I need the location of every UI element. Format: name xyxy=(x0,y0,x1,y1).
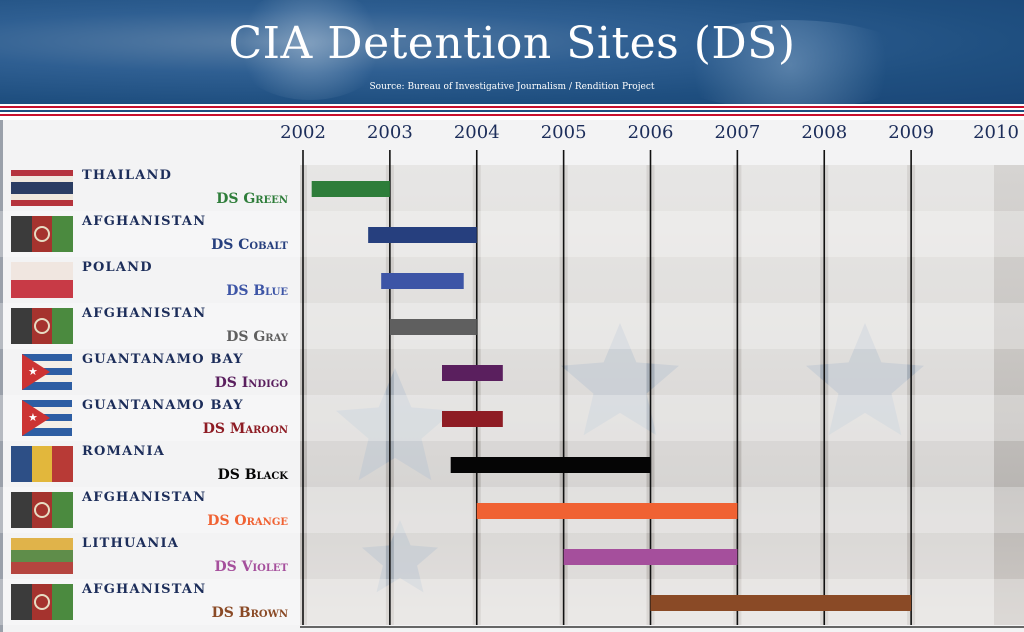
photo-star-3 xyxy=(362,520,438,593)
row-band xyxy=(0,303,1024,349)
country-label: AFGHANISTAN xyxy=(82,306,207,321)
year-column xyxy=(567,165,647,625)
bar-ds-orange xyxy=(476,503,738,519)
country-label: THAILAND xyxy=(82,168,173,183)
romania-flag-icon xyxy=(11,446,73,482)
country-label: AFGHANISTAN xyxy=(82,582,207,597)
photo-star-2 xyxy=(806,323,924,436)
bar-ds-maroon xyxy=(442,411,503,427)
tick-label-2008: 2008 xyxy=(801,122,848,143)
country-label: AFGHANISTAN xyxy=(82,214,207,229)
tick-label-2010: 2010 xyxy=(973,122,1019,143)
photo-star-0 xyxy=(336,368,454,481)
bar-ds-cobalt xyxy=(368,227,477,243)
bar-ds-blue xyxy=(381,273,464,289)
country-label: LITHUANIA xyxy=(82,536,180,551)
tick-label-2004: 2004 xyxy=(453,122,500,143)
bar-ds-violet xyxy=(563,549,738,565)
year-column xyxy=(741,165,821,625)
tick-label-2009: 2009 xyxy=(888,122,935,143)
chart-title: CIA Detention Sites (DS) xyxy=(228,18,796,69)
chart-source: Source: Bureau of Investigative Journali… xyxy=(369,82,655,92)
row-band xyxy=(0,395,1024,441)
site-label: DS Cobalt xyxy=(211,237,288,253)
afghanistan-flag-icon xyxy=(11,216,73,252)
tick-label-2002: 2002 xyxy=(280,122,326,143)
country-label: POLAND xyxy=(82,260,153,275)
tick-label-2003: 2003 xyxy=(366,122,413,143)
header-banner: CIA Detention Sites (DS) Source: Bureau … xyxy=(0,0,1024,110)
site-label: DS Brown xyxy=(211,605,288,621)
country-label: ROMANIA xyxy=(82,444,166,459)
site-label: DS Gray xyxy=(226,329,288,345)
site-label: DS Indigo xyxy=(214,375,288,391)
header-photo-highlight-right xyxy=(660,20,920,110)
thailand-flag-icon xyxy=(11,170,73,206)
country-label: GUANTANAMO BAY xyxy=(82,398,244,413)
lithuania-flag-icon xyxy=(11,538,73,574)
year-column xyxy=(654,165,734,625)
country-label: GUANTANAMO BAY xyxy=(82,352,244,367)
bar-ds-brown xyxy=(650,595,912,611)
tick-label-2005: 2005 xyxy=(540,122,587,143)
year-column xyxy=(828,165,908,625)
site-label: DS Blue xyxy=(226,283,288,299)
header-photo-highlight xyxy=(230,0,390,100)
tick-label-2007: 2007 xyxy=(714,122,761,143)
country-label: AFGHANISTAN xyxy=(82,490,207,505)
site-label: DS Black xyxy=(217,467,288,483)
tick-label-2006: 2006 xyxy=(627,122,674,143)
flag-stripes xyxy=(0,104,1024,120)
cuba-flag-icon: ★ xyxy=(22,354,72,390)
site-label: DS Orange xyxy=(207,513,288,529)
photo-star-1 xyxy=(561,323,679,436)
site-label: DS Maroon xyxy=(202,421,288,437)
bar-ds-black xyxy=(450,457,651,473)
afghanistan-flag-icon xyxy=(11,308,73,344)
year-column xyxy=(480,165,560,625)
bar-ds-gray xyxy=(389,319,477,335)
afghanistan-flag-icon xyxy=(11,584,73,620)
site-label: DS Green xyxy=(216,191,288,207)
cuba-flag-icon: ★ xyxy=(22,400,72,436)
site-label: DS Violet xyxy=(214,559,288,575)
poland-flag-icon xyxy=(11,262,73,298)
bar-ds-indigo xyxy=(442,365,503,381)
bar-ds-green xyxy=(311,181,390,197)
left-border xyxy=(0,120,3,632)
year-column xyxy=(915,165,994,625)
row-band xyxy=(0,211,1024,257)
afghanistan-flag-icon xyxy=(11,492,73,528)
